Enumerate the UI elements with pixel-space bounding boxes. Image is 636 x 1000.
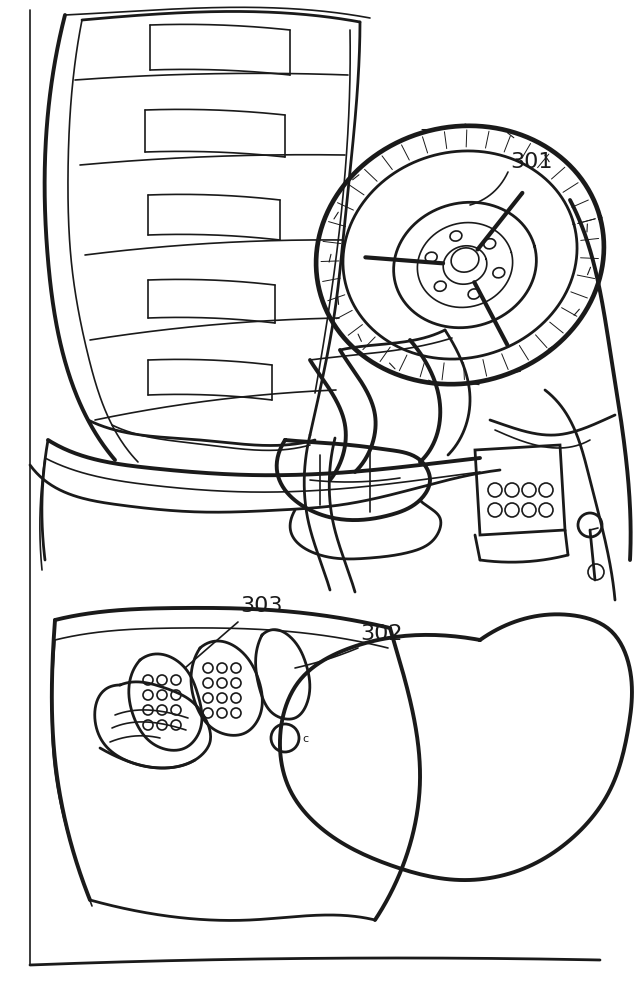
Text: 301: 301 (510, 152, 553, 172)
Text: 303: 303 (240, 596, 282, 616)
Polygon shape (475, 445, 565, 535)
Text: 302: 302 (360, 624, 403, 644)
Circle shape (271, 724, 299, 752)
Circle shape (588, 564, 604, 580)
Text: c: c (302, 734, 308, 744)
Circle shape (578, 513, 602, 537)
